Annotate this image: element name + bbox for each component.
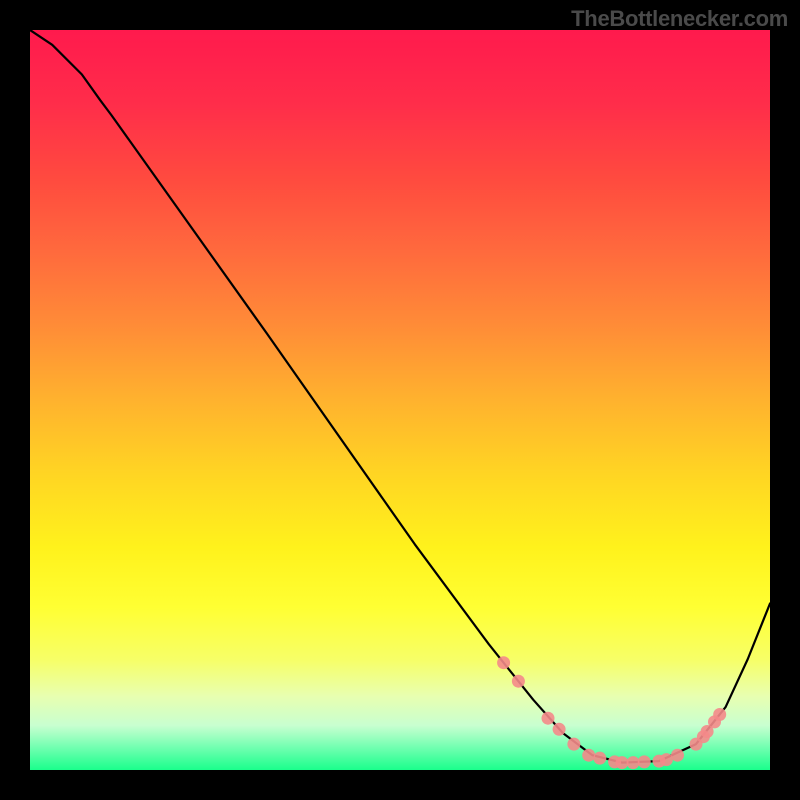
bottleneck-curve xyxy=(30,30,770,763)
curve-marker xyxy=(542,712,555,725)
curve-marker xyxy=(660,753,673,766)
plot-area xyxy=(30,30,770,770)
curve-marker xyxy=(553,723,566,736)
curve-marker xyxy=(671,749,684,762)
watermark-text: TheBottlenecker.com xyxy=(571,6,788,32)
curve-marker xyxy=(627,756,640,769)
curve-marker xyxy=(616,756,629,769)
chart-container: TheBottlenecker.com xyxy=(0,0,800,800)
curve-marker xyxy=(497,656,510,669)
curve-marker xyxy=(582,749,595,762)
curve-marker xyxy=(512,675,525,688)
curve-marker xyxy=(713,708,726,721)
curve-marker xyxy=(593,752,606,765)
curve-layer xyxy=(30,30,770,770)
curve-marker xyxy=(567,738,580,751)
curve-marker xyxy=(638,755,651,768)
